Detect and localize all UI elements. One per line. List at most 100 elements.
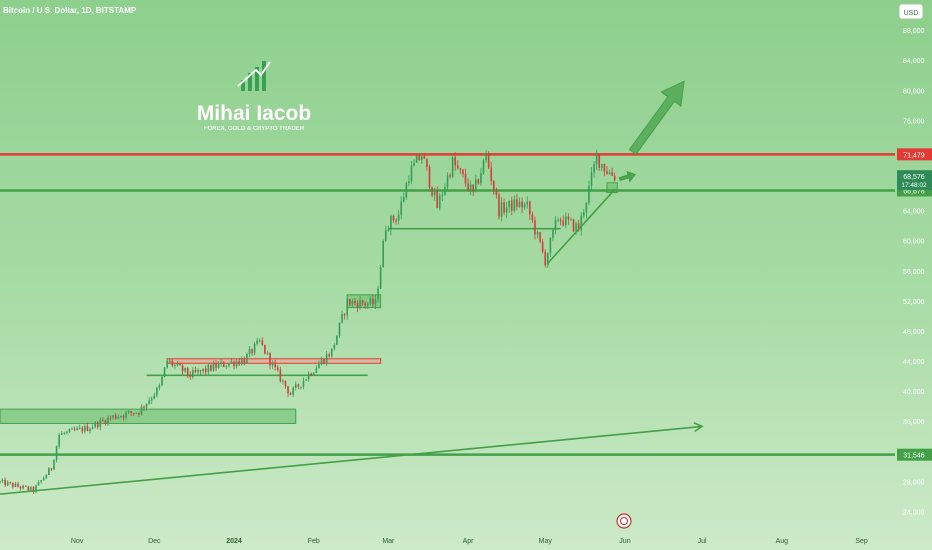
candle-body-145 <box>372 298 374 305</box>
candle-body-74 <box>189 374 192 378</box>
candle-body-209 <box>536 232 539 235</box>
y-tick-label: 88,000 <box>903 28 925 35</box>
candle-body-116 <box>297 384 300 387</box>
candle-body-2 <box>4 479 6 486</box>
candle-body-57 <box>145 403 148 408</box>
candle-body-112 <box>287 386 289 394</box>
candle-body-104 <box>266 352 269 354</box>
x-tick-label: Mar <box>382 538 395 545</box>
candle-body-122 <box>312 372 315 376</box>
y-tick-label: 60,000 <box>903 239 925 246</box>
candle-body-179 <box>459 168 462 170</box>
candle-body-162 <box>415 155 418 163</box>
candle-body-149 <box>382 240 385 268</box>
y-tick-label: 28,000 <box>903 479 925 486</box>
candle-body-174 <box>446 175 449 188</box>
candle-body-25 <box>63 433 66 435</box>
candle-body-115 <box>294 384 297 388</box>
logo-bar-4 <box>262 61 266 91</box>
candle-body-154 <box>395 220 397 222</box>
x-tick-label: Feb <box>308 538 320 545</box>
candle-body-105 <box>269 352 271 366</box>
events-icon[interactable] <box>616 513 632 529</box>
candle-body-60 <box>153 395 156 399</box>
candle-body-13 <box>32 487 35 492</box>
candle-body-67 <box>171 360 174 366</box>
candle-body-234 <box>601 164 603 168</box>
candle-body-108 <box>276 367 279 370</box>
y-tick-label: 36,000 <box>903 419 925 426</box>
y-tick-label: 84,000 <box>903 58 925 65</box>
logo-arrow <box>237 61 271 87</box>
candle-body-78 <box>199 370 202 372</box>
candle-body-32 <box>81 427 84 432</box>
candle-body-97 <box>248 349 251 355</box>
candle-body-198 <box>508 200 511 208</box>
candle-body-23 <box>58 434 60 447</box>
candle-body-117 <box>300 386 302 388</box>
candle-body-24 <box>60 433 63 435</box>
candle-body-129 <box>330 348 333 357</box>
candle-body-168 <box>431 187 433 196</box>
candle-body-4 <box>9 482 12 484</box>
candle-body-17 <box>42 478 45 481</box>
candle-body-75 <box>192 370 194 378</box>
candle-body-119 <box>305 379 307 381</box>
candle-body-201 <box>516 199 518 207</box>
candle-body-159 <box>408 181 410 184</box>
candle-body-140 <box>359 300 361 308</box>
candle-body-69 <box>176 363 179 365</box>
x-tick-label: May <box>539 538 553 545</box>
candle-body-166 <box>426 158 428 167</box>
candle-body-18 <box>45 474 48 479</box>
candle-body-222 <box>570 219 572 221</box>
candle-body-61 <box>156 387 158 396</box>
y-tick-label: 80,000 <box>903 88 925 95</box>
candle-body-43 <box>109 417 112 419</box>
candle-body-6 <box>14 483 17 487</box>
candle-body-175 <box>449 175 451 177</box>
candle-body-111 <box>284 380 287 387</box>
candle-body-80 <box>204 368 207 372</box>
y-tick-label: 24,000 <box>903 509 925 516</box>
candle-body-218 <box>559 219 562 221</box>
candle-body-26 <box>66 431 68 434</box>
candle-body-0 <box>0 481 1 483</box>
time-axis[interactable]: Nov Dec 2024 Feb Mar Apr May Jun Jul Aug Sep <box>71 538 868 545</box>
candle-countdown: 17:48:02 <box>901 182 927 189</box>
watermark-logo <box>237 61 271 91</box>
candle-body-33 <box>84 425 86 432</box>
candle-body-138 <box>354 301 356 304</box>
candle-body-93 <box>238 361 240 365</box>
candle-body-177 <box>454 157 457 166</box>
currency-button[interactable]: USD <box>898 3 924 20</box>
candle-body-228 <box>585 202 588 213</box>
candle-body-34 <box>86 425 89 432</box>
candle-body-182 <box>467 183 469 191</box>
candle-body-59 <box>150 398 153 401</box>
price-tag-support: 66,678 <box>903 188 925 195</box>
candle-body-94 <box>240 358 243 365</box>
candle-body-109 <box>279 369 282 382</box>
candle-body-169 <box>433 191 436 196</box>
candle-body-167 <box>428 166 431 188</box>
candle-body-144 <box>369 298 372 304</box>
candle-body-196 <box>503 202 505 213</box>
candle-body-153 <box>392 215 395 221</box>
candle-body-49 <box>125 412 127 418</box>
candle-body-188 <box>482 160 485 174</box>
candle-body-151 <box>387 229 390 231</box>
candle-body-213 <box>547 253 549 266</box>
candle-body-22 <box>55 446 58 461</box>
candle-body-183 <box>469 184 472 191</box>
candle-body-76 <box>194 370 197 372</box>
candle-body-113 <box>289 393 292 395</box>
candle-body-88 <box>225 366 228 368</box>
projection-arrow-0 <box>618 170 637 183</box>
current-price-label: 68,576 <box>903 174 925 181</box>
candle-body-189 <box>485 153 487 161</box>
candle-body-148 <box>379 267 382 289</box>
candle-body-66 <box>168 360 171 362</box>
